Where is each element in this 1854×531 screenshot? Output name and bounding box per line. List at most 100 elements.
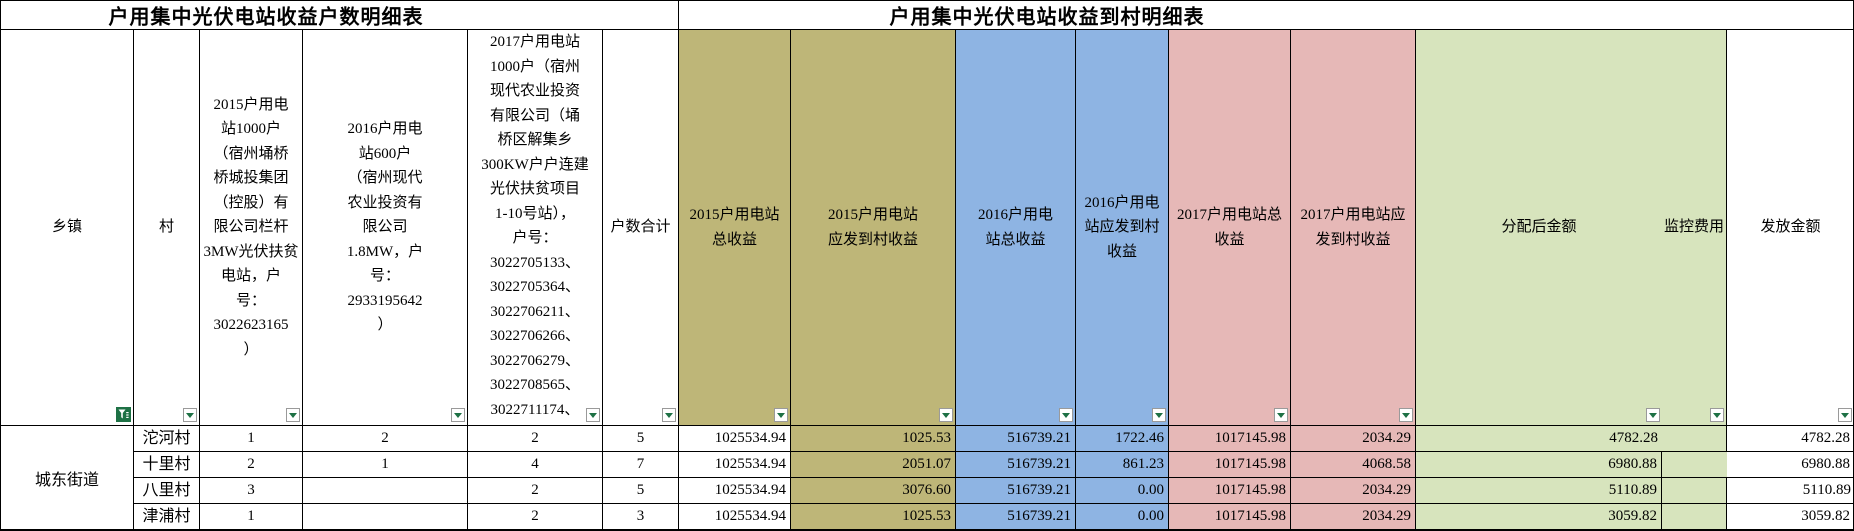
cell-value[interactable]: 6980.88: [1727, 452, 1854, 478]
cell-value[interactable]: 1017145.98: [1169, 478, 1291, 504]
cell-value[interactable]: 2051.07: [791, 452, 956, 478]
cell-value[interactable]: 7: [603, 452, 679, 478]
cell-value[interactable]: 2: [200, 452, 303, 478]
header-cell-monitoring-fee[interactable]: 监控费用: [1662, 30, 1727, 426]
header-cell-plant2015[interactable]: 2015户用电 站1000户 （宿州埇桥 桥城投集团 （控股）有 限公司栏杆 3…: [200, 30, 303, 426]
cell-value[interactable]: [303, 504, 468, 530]
cell-value[interactable]: 4782.28: [1727, 426, 1854, 452]
filter-dropdown-icon[interactable]: [1646, 408, 1660, 422]
cell-value[interactable]: 2: [468, 426, 603, 452]
header-label: 2016户用电 站600户 （宿州现代 农业投资有 限公司 1.8MW，户 号：…: [346, 121, 424, 334]
header-label: 2015户用电 站1000户 （宿州埇桥 桥城投集团 （控股）有 限公司栏杆 3…: [203, 96, 299, 358]
header-label: 2016户用电 站应发到村 收益: [1084, 194, 1160, 260]
cell-village[interactable]: 十里村: [134, 452, 200, 478]
filter-dropdown-icon[interactable]: [1710, 408, 1724, 422]
cell-value[interactable]: 516739.21: [956, 478, 1076, 504]
filter-dropdown-icon[interactable]: [1838, 408, 1852, 422]
cell-value[interactable]: 3076.60: [791, 478, 956, 504]
cell-value[interactable]: 1017145.98: [1169, 504, 1291, 530]
cell-town-name[interactable]: 城东街道: [1, 426, 134, 530]
filter-dropdown-icon[interactable]: [939, 408, 953, 422]
header-cell-town[interactable]: 乡镇: [1, 30, 134, 426]
cell-value[interactable]: 2034.29: [1291, 426, 1416, 452]
filter-dropdown-icon[interactable]: [774, 408, 788, 422]
cell-village[interactable]: 沱河村: [134, 426, 200, 452]
filter-dropdown-icon[interactable]: [451, 408, 465, 422]
header-cell-plant2016[interactable]: 2016户用电 站600户 （宿州现代 农业投资有 限公司 1.8MW，户 号：…: [303, 30, 468, 426]
header-cell-village[interactable]: 村: [134, 30, 200, 426]
filter-dropdown-icon[interactable]: [1399, 408, 1413, 422]
cell-value[interactable]: 3059.82: [1727, 504, 1854, 530]
cell-value[interactable]: 5110.89: [1727, 478, 1854, 504]
cell-value[interactable]: 4068.58: [1291, 452, 1416, 478]
cell-value[interactable]: [303, 478, 468, 504]
cell-village[interactable]: 八里村: [134, 478, 200, 504]
cell-value[interactable]: 0.00: [1076, 478, 1169, 504]
filter-dropdown-icon[interactable]: [1274, 408, 1288, 422]
filter-dropdown-icon[interactable]: [586, 408, 600, 422]
cell-value[interactable]: [1662, 452, 1727, 478]
cell-value[interactable]: 3059.82: [1416, 504, 1662, 530]
cell-village[interactable]: 津浦村: [134, 504, 200, 530]
cell-value[interactable]: 1025.53: [791, 426, 956, 452]
cell-value[interactable]: 5: [603, 426, 679, 452]
cell-value[interactable]: 1: [200, 426, 303, 452]
cell-value[interactable]: 3: [200, 478, 303, 504]
header-cell-income2015-village[interactable]: 2015户用电站 应发到村收益: [791, 30, 956, 426]
cell-value[interactable]: 2: [468, 478, 603, 504]
header-cell-income2015-total[interactable]: 2015户用电站 总收益: [679, 30, 791, 426]
cell-value[interactable]: 516739.21: [956, 504, 1076, 530]
filter-dropdown-icon[interactable]: [662, 408, 676, 422]
cell-value[interactable]: 1025.53: [791, 504, 956, 530]
header-label: 2016户用电 站总收益: [977, 207, 1053, 248]
filter-dropdown-icon[interactable]: [286, 408, 300, 422]
header-cell-plant2017[interactable]: 2017户用电站 1000户（宿州 现代农业投资 有限公司（埇 桥区解集乡 30…: [468, 30, 603, 426]
header-cell-issued-amount[interactable]: 发放金额: [1727, 30, 1854, 426]
header-label: 户数合计: [610, 219, 671, 236]
cell-value[interactable]: 2: [468, 504, 603, 530]
cell-value[interactable]: 861.23: [1076, 452, 1169, 478]
cell-value[interactable]: 1025534.94: [679, 478, 791, 504]
header-cell-household-total[interactable]: 户数合计: [603, 30, 679, 426]
cell-value[interactable]: 1025534.94: [679, 426, 791, 452]
header-cell-income2016-total[interactable]: 2016户用电 站总收益: [956, 30, 1076, 426]
cell-value[interactable]: 1: [200, 504, 303, 530]
filter-dropdown-icon[interactable]: [183, 408, 197, 422]
header-label: 分配后金额: [1501, 219, 1577, 236]
cell-value[interactable]: 0.00: [1076, 504, 1169, 530]
cell-value[interactable]: 6980.88: [1416, 452, 1662, 478]
filter-dropdown-icon[interactable]: [1059, 408, 1073, 422]
cell-value[interactable]: 4: [468, 452, 603, 478]
cell-value[interactable]: 5110.89: [1416, 478, 1662, 504]
cell-value[interactable]: 516739.21: [956, 426, 1076, 452]
cell-value[interactable]: 1025534.94: [679, 452, 791, 478]
filter-active-icon[interactable]: [116, 407, 131, 422]
cell-value[interactable]: 1017145.98: [1169, 426, 1291, 452]
cell-value[interactable]: 3: [603, 504, 679, 530]
cell-value[interactable]: [1662, 504, 1727, 530]
cell-value[interactable]: 2034.29: [1291, 478, 1416, 504]
header-label: 乡镇: [51, 219, 82, 236]
title-households-detail: 户用集中光伏电站收益户数明细表: [108, 6, 424, 29]
header-cell-income2017-total[interactable]: 2017户用电站总 收益: [1169, 30, 1291, 426]
header-label: 村: [158, 219, 174, 236]
cell-value[interactable]: 5: [603, 478, 679, 504]
header-cell-income2017-village[interactable]: 2017户用电站应 发到村收益: [1291, 30, 1416, 426]
header-cell-income2016-village[interactable]: 2016户用电 站应发到村 收益: [1076, 30, 1169, 426]
header-cell-allocated-amount[interactable]: 分配后金额: [1416, 30, 1662, 426]
cell-value[interactable]: 1722.46: [1076, 426, 1169, 452]
header-label: 2017户用电站总 收益: [1176, 207, 1282, 248]
cell-value[interactable]: 516739.21: [956, 452, 1076, 478]
cell-value[interactable]: 1017145.98: [1169, 452, 1291, 478]
cell-value[interactable]: 4782.28: [1416, 426, 1662, 452]
cell-value[interactable]: 1: [303, 452, 468, 478]
cell-value[interactable]: [1662, 426, 1727, 452]
cell-value[interactable]: 2: [303, 426, 468, 452]
filter-dropdown-icon[interactable]: [1152, 408, 1166, 422]
cell-value[interactable]: [1662, 478, 1727, 504]
cell-value[interactable]: 1025534.94: [679, 504, 791, 530]
cell-value[interactable]: 2034.29: [1291, 504, 1416, 530]
title-village-income-detail: 户用集中光伏电站收益到村明细表: [889, 6, 1205, 29]
header-label: 监控费用: [1663, 219, 1724, 236]
